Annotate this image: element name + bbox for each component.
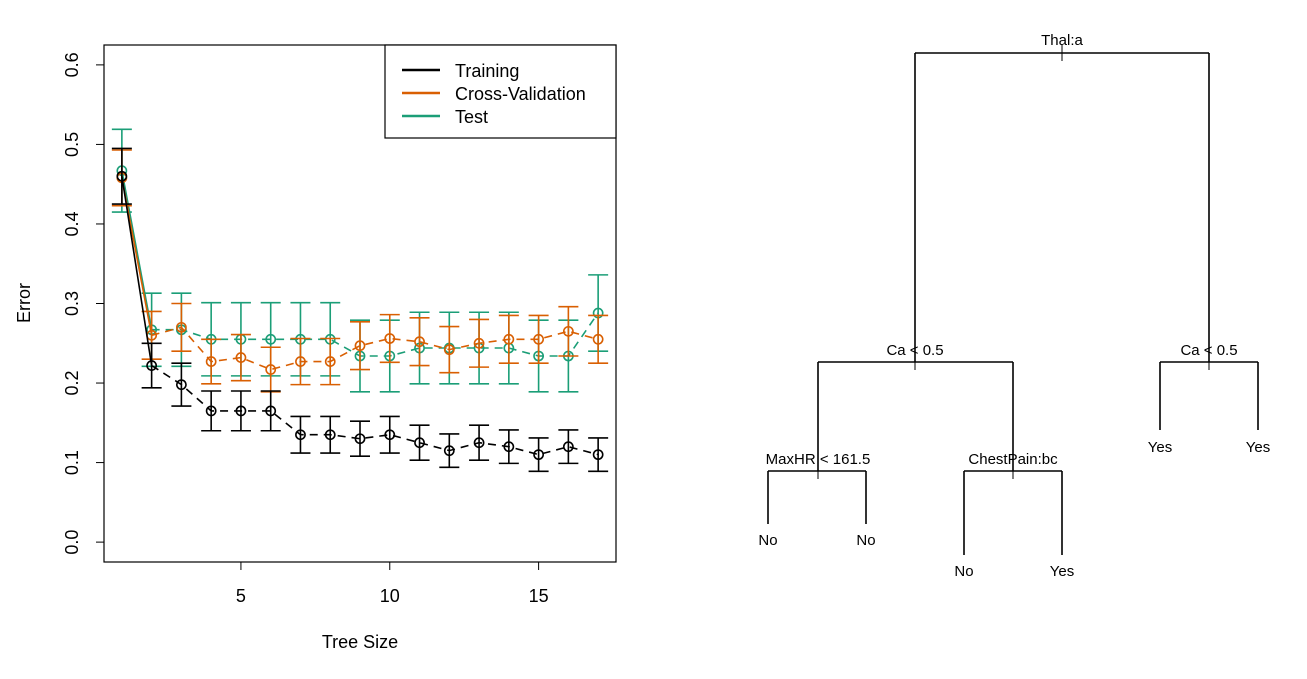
y-tick-label: 0.3 (62, 291, 82, 316)
data-point (384, 429, 396, 441)
series-line (151, 312, 599, 357)
error-plot: 5 10 15 0.0 0.1 0.2 0.3 0.4 0.5 0.6 Tree Size Err… (14, 44, 617, 652)
series-training (111, 147, 609, 473)
data-point (235, 352, 247, 363)
data-point (354, 433, 366, 445)
data-point (205, 356, 217, 367)
data-point (146, 360, 158, 371)
y-axis-label: Error (14, 283, 34, 323)
data-point (503, 441, 515, 453)
split-label: Thal:a (1041, 32, 1083, 49)
legend-label-training: Training (455, 61, 519, 81)
data-point (473, 337, 485, 349)
x-tick-label: 5 (236, 586, 246, 606)
legend: Training Cross-Validation Test (384, 44, 617, 139)
x-tick-label: 10 (380, 586, 400, 606)
y-tick-label: 0.1 (62, 450, 82, 475)
x-tick-label: 15 (529, 586, 549, 606)
data-point (443, 344, 455, 356)
data-point (562, 441, 574, 453)
data-point (384, 333, 396, 344)
data-point (175, 321, 187, 333)
data-point (414, 336, 425, 348)
data-point (235, 405, 247, 417)
data-point (443, 445, 455, 457)
y-tick-label: 0.6 (62, 52, 82, 77)
series-line (151, 326, 599, 371)
data-point (265, 405, 277, 417)
series-cross-validation (111, 149, 609, 393)
data-point (533, 333, 545, 345)
legend-label-cross-validation: Cross-Validation (455, 84, 586, 104)
leaf-label: No (856, 532, 875, 549)
y-tick-label: 0.5 (62, 132, 82, 157)
series-line (151, 364, 599, 456)
series-layer (111, 128, 609, 473)
data-point (414, 437, 425, 449)
data-point (116, 170, 128, 182)
leaf-label: No (954, 563, 973, 580)
data-point (324, 356, 336, 367)
data-point (205, 405, 217, 417)
data-point (265, 364, 277, 375)
x-axis-label: Tree Size (322, 632, 398, 652)
data-point (324, 429, 336, 441)
data-point (295, 429, 306, 441)
leaf-label: Yes (1246, 439, 1270, 456)
leaf-label: Yes (1148, 439, 1172, 456)
leaf-label: Yes (1050, 563, 1074, 580)
axes: 5 10 15 0.0 0.1 0.2 0.3 0.4 0.5 0.6 (62, 52, 549, 606)
y-tick-label: 0.4 (62, 211, 82, 236)
data-point (354, 340, 366, 352)
data-point (562, 325, 574, 337)
y-tick-label: 0.2 (62, 371, 82, 396)
data-point (473, 437, 485, 449)
data-point (592, 333, 604, 345)
leaf-label: No (758, 532, 777, 549)
data-point (175, 379, 187, 391)
data-point (295, 356, 306, 367)
data-point (503, 333, 515, 345)
data-point (265, 333, 277, 345)
legend-box (384, 44, 617, 139)
series-line (121, 170, 153, 330)
data-point (533, 449, 545, 461)
legend-label-test: Test (455, 107, 488, 127)
data-point (592, 449, 604, 461)
series-line (121, 176, 153, 366)
y-tick-label: 0.0 (62, 530, 82, 555)
